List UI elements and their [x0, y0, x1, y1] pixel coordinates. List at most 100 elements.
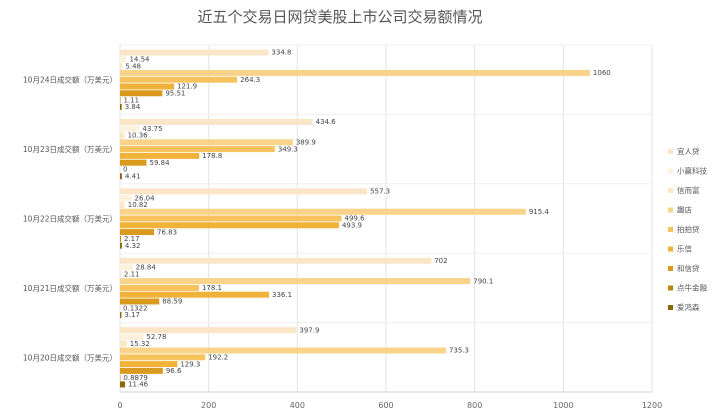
legend-label: 宜人贷	[677, 146, 700, 156]
bar	[120, 271, 121, 278]
bar	[120, 201, 125, 208]
bar	[120, 264, 133, 271]
data-label: 28.84	[136, 264, 157, 272]
x-tick-label: 1000	[553, 401, 573, 410]
data-label: 0	[123, 166, 127, 174]
legend-label: 和信贷	[677, 263, 700, 273]
legend-swatch	[668, 149, 673, 154]
data-label: 264.3	[240, 76, 260, 84]
data-label: 52.78	[146, 333, 166, 341]
data-label: 129.3	[180, 360, 200, 368]
bar	[120, 291, 270, 298]
x-tick-label: 600	[378, 401, 393, 410]
data-label: 2.17	[124, 235, 140, 243]
data-label: 96.6	[166, 367, 182, 375]
legend-label: 小赢科技	[677, 166, 707, 176]
bar	[120, 367, 163, 374]
bar	[120, 90, 163, 97]
axes: 0 200 400 600 800 1000 1200 10月24日成交额（万美元） 10月23…	[23, 75, 662, 410]
data-label: 397.9	[299, 326, 319, 334]
data-label: 10.36	[128, 132, 149, 140]
data-label: 702	[434, 257, 447, 265]
data-label: 26.04	[135, 194, 156, 202]
data-label: 1060	[593, 69, 611, 77]
bar	[120, 257, 432, 264]
legend-label: 乐信	[677, 244, 692, 254]
data-label: 43.75	[142, 125, 162, 133]
data-label: 557.3	[370, 188, 390, 196]
bar	[120, 132, 125, 139]
bar	[120, 278, 471, 285]
bar	[120, 125, 140, 132]
data-label: 5.48	[125, 62, 141, 70]
bar	[120, 312, 122, 319]
legend-swatch	[668, 227, 673, 232]
bar	[120, 173, 122, 180]
category-label: 10月22日成交额（万美元）	[23, 214, 117, 224]
bar	[120, 229, 155, 236]
bar	[120, 139, 293, 146]
bar	[120, 83, 175, 90]
data-label: 88.59	[162, 298, 182, 306]
bar	[120, 195, 132, 202]
data-label: 790.1	[473, 277, 493, 285]
data-label: 0.1322	[123, 304, 148, 312]
data-label: 915.4	[529, 208, 550, 216]
bar	[120, 242, 122, 249]
bar	[120, 69, 590, 76]
data-label: 10.82	[128, 201, 148, 209]
legend-swatch	[668, 285, 673, 291]
data-label: 76.83	[157, 228, 177, 236]
legend-label: 点牛金融	[677, 283, 707, 293]
data-label: 389.9	[296, 139, 316, 147]
bar	[120, 333, 144, 340]
legend-swatch	[668, 266, 673, 271]
data-label: 336.1	[272, 291, 292, 299]
legend-label: 爱鸿森	[677, 302, 700, 312]
data-label: 178.1	[202, 284, 222, 292]
data-labels: 334.8 14.545.48 1060 264.3 121.995.51 1.113.8…	[123, 49, 611, 389]
data-label: 349.3	[278, 145, 298, 153]
bar	[120, 327, 297, 334]
data-label: 59.84	[150, 159, 171, 167]
category-label: 10月24日成交额（万美元）	[23, 75, 117, 85]
legend-swatch	[668, 207, 673, 213]
data-label: 3.17	[124, 311, 140, 319]
data-label: 95.51	[165, 89, 185, 97]
category-label: 10月20日成交额（万美元）	[23, 352, 117, 362]
data-label: 735.3	[449, 347, 469, 355]
bar	[120, 361, 178, 368]
x-tick-label: 400	[290, 401, 305, 410]
bar	[120, 235, 121, 242]
legend-swatch	[668, 188, 673, 193]
data-label: 178.8	[202, 152, 222, 160]
legend-label: 信而富	[677, 185, 700, 195]
category-label: 10月21日成交额（万美元）	[23, 283, 117, 293]
bar	[120, 347, 446, 354]
bar	[120, 354, 206, 361]
bar	[120, 103, 122, 110]
data-label: 4.32	[125, 242, 141, 250]
legend-swatch	[668, 246, 673, 252]
legend-label: 拍拍贷	[677, 224, 700, 234]
data-label: 3.84	[125, 103, 141, 111]
x-tick-label: 1200	[642, 401, 662, 410]
legend-swatch	[668, 168, 673, 174]
data-label: 192.2	[208, 353, 228, 361]
bar	[120, 159, 147, 166]
data-label: 121.9	[177, 83, 197, 91]
legend-swatch	[668, 305, 673, 310]
data-label: 434.6	[316, 118, 337, 126]
data-label: 15.32	[130, 340, 150, 348]
data-label: 493.9	[342, 221, 362, 229]
data-label: 499.6	[344, 215, 365, 223]
data-label: 14.54	[129, 56, 150, 64]
bar	[120, 146, 275, 153]
bar	[120, 152, 200, 159]
bar	[120, 298, 160, 305]
data-label: 334.8	[271, 49, 291, 57]
bar	[120, 381, 126, 388]
bar	[120, 284, 199, 291]
x-tick-label: 0	[117, 401, 122, 410]
